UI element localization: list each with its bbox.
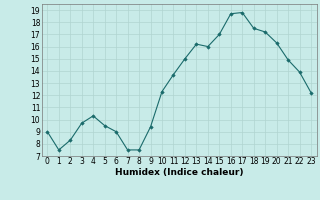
X-axis label: Humidex (Indice chaleur): Humidex (Indice chaleur)	[115, 168, 244, 177]
